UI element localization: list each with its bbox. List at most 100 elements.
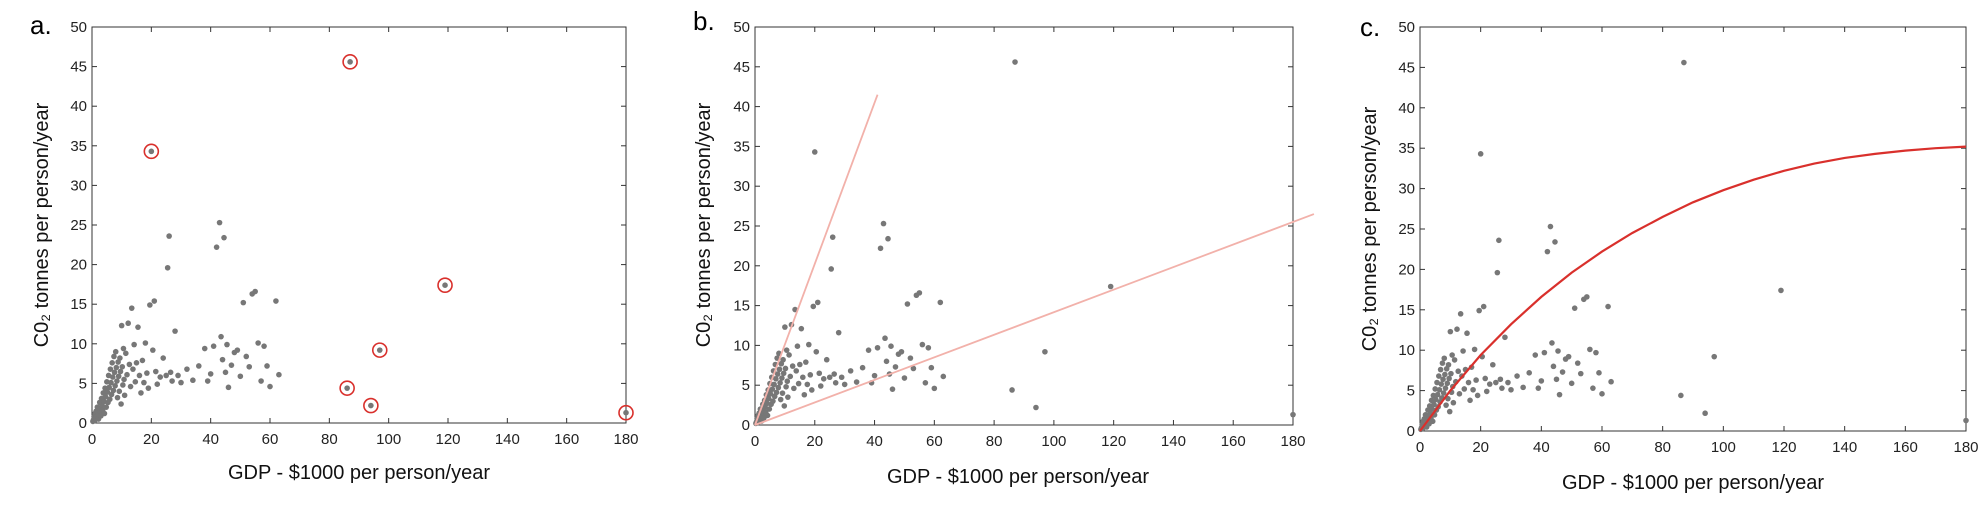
panel-a-xtick-label: 40	[202, 431, 219, 448]
panel-a-data-point	[213, 244, 220, 250]
panel-a-ytick-label: 20	[70, 257, 87, 274]
panel-a-data-point	[114, 394, 121, 401]
panel-b-xtick-label: 40	[866, 433, 883, 450]
panel-b-data-point	[797, 361, 803, 368]
panel-a-data-point	[107, 396, 113, 403]
panel-a-data-point	[225, 384, 232, 391]
panel-c-data-point	[1441, 355, 1448, 362]
panel-b-data-point	[841, 381, 848, 388]
panel-c-data-point	[1454, 326, 1460, 332]
panel-c-data-point	[1505, 379, 1511, 386]
panel-b-xtick-label: 120	[1101, 433, 1126, 450]
panel-c-data-point	[1476, 307, 1482, 314]
panel-a-data-point	[234, 347, 241, 353]
panel-a-data-point	[144, 370, 150, 376]
panel-c-data-point	[1502, 334, 1508, 341]
panel-b-data-point	[775, 384, 782, 391]
panel-a-data-point	[344, 385, 350, 391]
panel-b-data-point	[787, 373, 794, 380]
panel-c-data-point	[1678, 392, 1684, 399]
panel-c-ytick-label: 10	[1398, 342, 1415, 359]
panel-a-plot-frame	[91, 26, 627, 424]
panel-a-data-point	[623, 409, 629, 416]
panel-b-data-point	[783, 383, 789, 390]
panel-b-data-point	[782, 365, 789, 372]
panel-b-data-point	[774, 371, 781, 377]
panel-a-data-point	[127, 383, 134, 390]
panel-b-data-point	[771, 381, 777, 388]
panel-c-data-point	[1532, 352, 1539, 358]
panel-a-data-point	[175, 372, 181, 379]
panel-c-data-point	[1449, 352, 1455, 358]
panel-a-data-point	[207, 371, 214, 377]
panel-c-data-point	[1538, 378, 1545, 384]
panel-c-xtick-label: 40	[1533, 439, 1550, 456]
panel-a-highlight-circle	[371, 342, 388, 358]
panel-b-data-point	[919, 341, 926, 348]
panel-c-data-point	[1432, 396, 1439, 403]
panel-b-data-point	[794, 343, 801, 349]
panel-c-xtick-label: 180	[1953, 439, 1978, 456]
panel-c-data-point	[1590, 385, 1596, 391]
panel-a-data-point	[124, 371, 130, 378]
panel-c-data-point	[1434, 379, 1440, 386]
panel-c-data-point	[1474, 392, 1481, 399]
panel-a-data-point	[267, 383, 273, 390]
panel-c-data-point	[1508, 386, 1514, 393]
panel-a-data-point	[141, 379, 147, 386]
panel-b-data-point	[764, 400, 770, 407]
panel-c-data-point	[1467, 397, 1473, 404]
panel-c-data-point	[1437, 366, 1444, 373]
panel-c-data-point	[1465, 379, 1472, 386]
panel-a-data-point	[101, 398, 107, 405]
panel-b-data-point	[798, 325, 805, 332]
panel-a-data-point	[147, 302, 153, 308]
panel-c-data-point	[1596, 370, 1602, 376]
panel-a-ytick-label: 10	[70, 336, 87, 353]
panel-a-highlight-circles	[143, 54, 634, 421]
panel-a-ytick-label: 50	[70, 19, 87, 36]
panel-c-data-point	[1442, 385, 1449, 391]
panel-b-data-point	[925, 344, 932, 351]
panel-b-xtick-label: 160	[1221, 433, 1246, 450]
panel-a-data-point	[103, 404, 110, 410]
panel-c-ticks: 0 20 40 60 80 100 120 140 160 180 0 5 10 15 20 25 30 35 40…	[1398, 19, 1978, 456]
panel-c-data-point	[1450, 399, 1457, 406]
panel-b-data-point	[765, 395, 772, 402]
panel-a-data-point	[240, 299, 247, 306]
panel-b-ytick-label: 50	[733, 19, 750, 36]
panel-c-ytick-label: 50	[1398, 19, 1415, 36]
panel-b-points	[753, 59, 1296, 427]
panel-b-data-point	[847, 368, 854, 374]
panel-c-data-point	[1445, 361, 1452, 368]
panel-b-data-point	[786, 352, 792, 358]
panel-a-data-point	[108, 379, 114, 386]
panel-a-data-point	[160, 355, 166, 361]
panel-a-data-point	[150, 347, 156, 353]
panel-b-data-point	[767, 391, 774, 397]
panel-a-data-point	[111, 353, 117, 360]
panel-a-data-point	[116, 388, 123, 395]
panel-a-data-point	[115, 373, 122, 380]
panel-b-data-point	[816, 370, 823, 377]
panel-b-data-point	[931, 385, 938, 392]
panel-c-data-point	[1571, 305, 1578, 311]
panel-c-data-point	[1486, 381, 1493, 387]
panel-c-xtick-label: 160	[1893, 439, 1918, 456]
panel-a-data-point	[442, 282, 448, 288]
panel-a-data-point	[113, 364, 120, 371]
panel-c-data-point	[1778, 287, 1784, 294]
panel-b-fit-line	[754, 94, 879, 426]
panel-b-data-point	[764, 412, 771, 419]
panel-a-data-point	[126, 361, 133, 368]
panel-c-points	[1418, 59, 1969, 433]
panel-b-ytick-label: 15	[733, 298, 750, 315]
panel-a-data-point	[133, 360, 140, 366]
panel-a-data-point	[237, 373, 244, 380]
panel-a-xtick-label: 20	[143, 431, 160, 448]
panel-c-xtick-label: 100	[1711, 439, 1736, 456]
panel-b-data-point	[823, 356, 830, 363]
panel-c-ytick-label: 20	[1398, 261, 1415, 278]
panel-c-fit-curve-path	[1419, 145, 1967, 432]
panel-a-data-point	[107, 366, 114, 372]
